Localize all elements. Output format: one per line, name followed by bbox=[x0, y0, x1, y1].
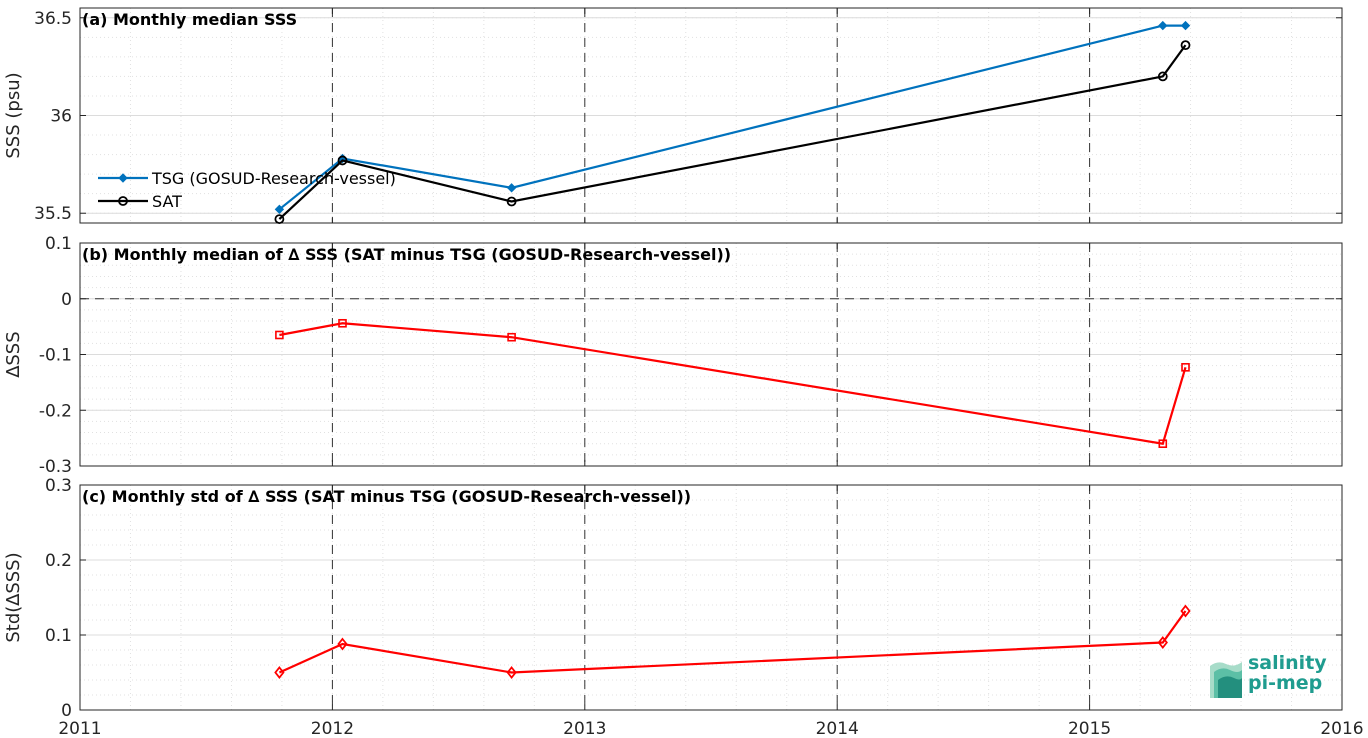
data-point bbox=[1180, 40, 1191, 51]
y-tick-label: 0 bbox=[61, 290, 72, 310]
legend-label: TSG (GOSUD-Research-vessel) bbox=[151, 169, 396, 188]
data-point bbox=[506, 183, 517, 193]
y-axis-label: Std(∆SSS) bbox=[3, 552, 24, 642]
y-tick-label: 35.5 bbox=[34, 204, 72, 224]
series-line bbox=[279, 322, 1187, 445]
y-tick-label: 0.1 bbox=[45, 626, 72, 646]
data-point bbox=[1158, 20, 1168, 31]
panel-title: (a) Monthly median SSS bbox=[82, 10, 297, 29]
data-point bbox=[274, 214, 285, 224]
data-point bbox=[337, 637, 348, 651]
data-point bbox=[1180, 20, 1191, 31]
y-tick-label: 0.1 bbox=[45, 234, 72, 254]
data-point bbox=[274, 204, 285, 215]
data-point bbox=[1157, 71, 1168, 82]
y-tick-label: 0.2 bbox=[45, 551, 72, 571]
y-tick-label: 36 bbox=[50, 107, 72, 127]
y-tick-label: 0 bbox=[61, 701, 72, 721]
logo-text-line1: salinity bbox=[1248, 652, 1327, 674]
salinity-pimep-logo: salinity pi-mep bbox=[1208, 652, 1348, 700]
data-point bbox=[506, 196, 517, 207]
y-axis-label: SSS (psu) bbox=[3, 72, 24, 158]
legend-marker bbox=[118, 173, 128, 183]
panel-title: (c) Monthly std of ∆ SSS (SAT minus TSG … bbox=[82, 487, 691, 506]
series-line bbox=[278, 44, 1187, 220]
logo-wave-icon bbox=[1210, 662, 1242, 698]
data-point bbox=[275, 330, 284, 340]
data-point bbox=[1181, 363, 1190, 372]
data-point bbox=[274, 666, 285, 679]
legend-marker bbox=[118, 196, 128, 206]
x-tick-label: 2015 bbox=[1068, 719, 1111, 738]
y-tick-label: -0.2 bbox=[39, 401, 72, 421]
y-tick-label: -0.1 bbox=[39, 346, 72, 366]
logo-text-line2: pi-mep bbox=[1248, 672, 1323, 694]
x-tick-label: 2016 bbox=[1320, 719, 1363, 738]
x-tick-label: 2013 bbox=[563, 719, 606, 738]
x-tick-label: 2014 bbox=[816, 719, 859, 738]
y-tick-label: 0.3 bbox=[45, 476, 72, 496]
data-point bbox=[507, 332, 516, 342]
data-point bbox=[337, 155, 348, 166]
panel-title: (b) Monthly median of ∆ SSS (SAT minus T… bbox=[82, 245, 731, 264]
series-line bbox=[278, 610, 1187, 674]
x-tick-label: 2011 bbox=[58, 719, 101, 738]
data-point bbox=[1157, 636, 1168, 649]
axes-frame bbox=[79, 484, 1343, 711]
plot-area bbox=[80, 485, 1342, 710]
data-point bbox=[506, 666, 517, 679]
y-tick-label: -0.3 bbox=[39, 457, 72, 477]
data-point bbox=[1158, 439, 1168, 449]
y-tick-label: 36.5 bbox=[34, 9, 72, 29]
legend-label: SAT bbox=[152, 192, 182, 211]
data-point bbox=[1180, 604, 1191, 618]
y-axis-label: ∆SSS bbox=[3, 331, 24, 378]
data-point bbox=[338, 318, 347, 328]
x-tick-label: 2012 bbox=[311, 719, 354, 738]
